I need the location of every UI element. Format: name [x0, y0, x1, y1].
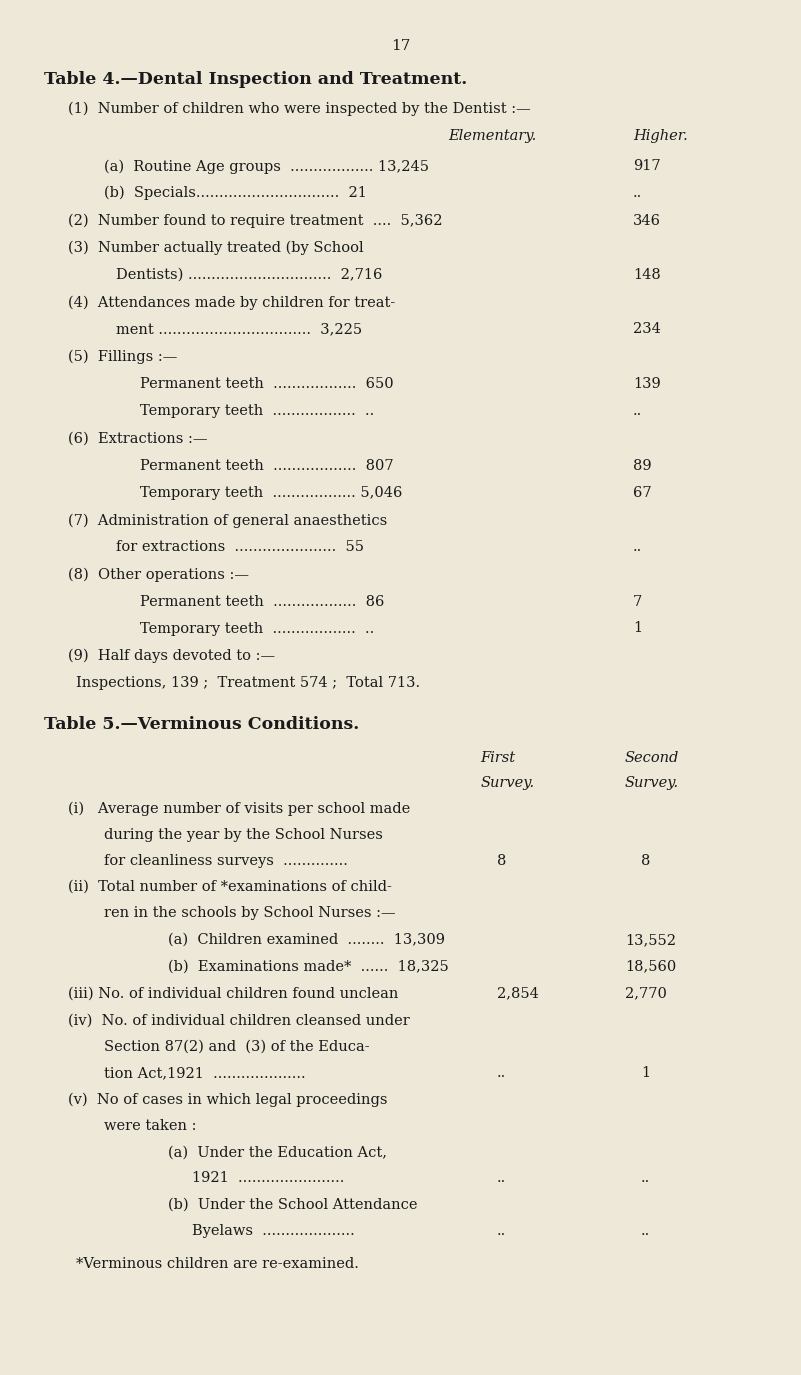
- Text: ..: ..: [641, 1172, 650, 1185]
- Text: tion Act,1921  ....................: tion Act,1921 ....................: [104, 1067, 306, 1081]
- Text: Dentists) ...............................  2,716: Dentists) ..............................…: [116, 268, 383, 282]
- Text: (iii) No. of individual children found unclean: (iii) No. of individual children found u…: [68, 987, 398, 1001]
- Text: (b)  Specials...............................  21: (b) Specials............................…: [104, 186, 367, 201]
- Text: 67: 67: [633, 487, 651, 500]
- Text: (3)  Number actually treated (by School: (3) Number actually treated (by School: [68, 241, 364, 256]
- Text: 1: 1: [641, 1067, 650, 1081]
- Text: Temporary teeth  ..................  ..: Temporary teeth .................. ..: [140, 404, 374, 418]
- Text: (i)   Average number of visits per school made: (i) Average number of visits per school …: [68, 802, 410, 815]
- Text: ren in the schools by School Nurses :—: ren in the schools by School Nurses :—: [104, 906, 396, 920]
- Text: 346: 346: [633, 214, 661, 228]
- Text: (a)  Children examined  ........  13,309: (a) Children examined ........ 13,309: [168, 932, 445, 947]
- Text: Second: Second: [625, 751, 679, 764]
- Text: 7: 7: [633, 594, 642, 609]
- Text: (5)  Fillings :—: (5) Fillings :—: [68, 349, 178, 364]
- Text: (2)  Number found to require treatment  ....  5,362: (2) Number found to require treatment ..…: [68, 213, 443, 228]
- Text: 1: 1: [633, 622, 642, 635]
- Text: 2,854: 2,854: [497, 987, 538, 1001]
- Text: Permanent teeth  ..................  86: Permanent teeth .................. 86: [140, 594, 384, 609]
- Text: (4)  Attendances made by children for treat-: (4) Attendances made by children for tre…: [68, 296, 396, 309]
- Text: ..: ..: [633, 187, 642, 201]
- Text: 234: 234: [633, 323, 661, 337]
- Text: Survey.: Survey.: [481, 775, 535, 789]
- Text: (8)  Other operations :—: (8) Other operations :—: [68, 568, 249, 582]
- Text: 18,560: 18,560: [625, 960, 676, 973]
- Text: (9)  Half days devoted to :—: (9) Half days devoted to :—: [68, 649, 276, 663]
- Text: (7)  Administration of general anaesthetics: (7) Administration of general anaestheti…: [68, 513, 388, 528]
- Text: Table 5.—Verminous Conditions.: Table 5.—Verminous Conditions.: [44, 716, 360, 733]
- Text: were taken :: were taken :: [104, 1119, 196, 1133]
- Text: 8: 8: [641, 854, 650, 868]
- Text: 917: 917: [633, 160, 660, 173]
- Text: (b)  Under the School Attendance: (b) Under the School Attendance: [168, 1198, 417, 1211]
- Text: Temporary teeth  ..................  ..: Temporary teeth .................. ..: [140, 622, 374, 635]
- Text: (a)  Under the Education Act,: (a) Under the Education Act,: [168, 1145, 387, 1159]
- Text: for extractions  ......................  55: for extractions ...................... 5…: [116, 540, 364, 554]
- Text: 2,770: 2,770: [625, 987, 666, 1001]
- Text: Survey.: Survey.: [625, 775, 679, 789]
- Text: (a)  Routine Age groups  .................. 13,245: (a) Routine Age groups .................…: [104, 160, 429, 173]
- Text: 13,552: 13,552: [625, 932, 676, 947]
- Text: 139: 139: [633, 378, 661, 392]
- Text: for cleanliness surveys  ..............: for cleanliness surveys ..............: [104, 854, 348, 868]
- Text: during the year by the School Nurses: during the year by the School Nurses: [104, 828, 383, 842]
- Text: Inspections, 139 ;  Treatment 574 ;  Total 713.: Inspections, 139 ; Treatment 574 ; Total…: [76, 676, 421, 690]
- Text: ..: ..: [497, 1224, 506, 1238]
- Text: Permanent teeth  ..................  650: Permanent teeth .................. 650: [140, 378, 394, 392]
- Text: Permanent teeth  ..................  807: Permanent teeth .................. 807: [140, 459, 394, 473]
- Text: (1)  Number of children who were inspected by the Dentist :—: (1) Number of children who were inspecte…: [68, 102, 531, 117]
- Text: (6)  Extractions :—: (6) Extractions :—: [68, 432, 207, 446]
- Text: ..: ..: [497, 1172, 506, 1185]
- Text: *Verminous children are re-examined.: *Verminous children are re-examined.: [76, 1257, 359, 1270]
- Text: Elementary.: Elementary.: [449, 129, 537, 143]
- Text: Higher.: Higher.: [633, 129, 687, 143]
- Text: First: First: [481, 751, 516, 764]
- Text: Section 87(2) and  (3) of the Educa-: Section 87(2) and (3) of the Educa-: [104, 1040, 370, 1053]
- Text: 1921  .......................: 1921 .......................: [192, 1172, 344, 1185]
- Text: ..: ..: [633, 540, 642, 554]
- Text: (iv)  No. of individual children cleansed under: (iv) No. of individual children cleansed…: [68, 1013, 410, 1027]
- Text: 89: 89: [633, 459, 651, 473]
- Text: 17: 17: [391, 40, 410, 54]
- Text: ment .................................  3,225: ment ................................. 3…: [116, 323, 362, 337]
- Text: 148: 148: [633, 268, 661, 282]
- Text: (b)  Examinations made*  ......  18,325: (b) Examinations made* ...... 18,325: [168, 960, 449, 973]
- Text: ..: ..: [497, 1067, 506, 1081]
- Text: ..: ..: [641, 1224, 650, 1238]
- Text: ..: ..: [633, 404, 642, 418]
- Text: Byelaws  ....................: Byelaws ....................: [192, 1224, 355, 1238]
- Text: (ii)  Total number of *examinations of child-: (ii) Total number of *examinations of ch…: [68, 880, 392, 894]
- Text: Temporary teeth  .................. 5,046: Temporary teeth .................. 5,046: [140, 487, 403, 500]
- Text: 8: 8: [497, 854, 506, 868]
- Text: Table 4.—Dental Inspection and Treatment.: Table 4.—Dental Inspection and Treatment…: [44, 72, 467, 88]
- Text: (v)  No of cases in which legal proceedings: (v) No of cases in which legal proceedin…: [68, 1093, 388, 1107]
